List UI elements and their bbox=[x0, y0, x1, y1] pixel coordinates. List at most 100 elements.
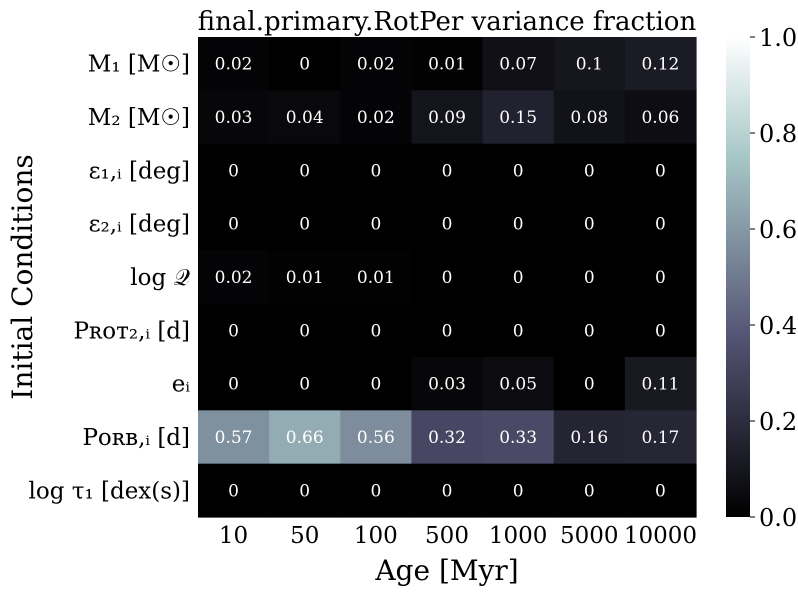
heatmap-cell bbox=[340, 37, 413, 91]
cell-value-label: 0.02 bbox=[215, 268, 253, 288]
heatmap-cell bbox=[482, 410, 555, 465]
y-tick-label: Pᴏʀʙ,ᵢ [d] bbox=[82, 425, 190, 451]
heatmap-cell bbox=[553, 250, 626, 305]
cell-value-label: 0 bbox=[513, 268, 524, 288]
heatmap-cell bbox=[482, 37, 555, 91]
cell-value-label: 0 bbox=[228, 215, 239, 235]
heatmap-cell bbox=[340, 197, 413, 251]
cell-value-label: 0 bbox=[655, 268, 666, 288]
heatmap-cell bbox=[482, 197, 555, 251]
heatmap-cell bbox=[624, 143, 697, 198]
heatmap-cell bbox=[269, 410, 341, 465]
y-tick-label: log τ₁ [dex(s)] bbox=[29, 478, 191, 504]
cell-value-label: 0 bbox=[513, 481, 524, 501]
cell-value-label: 0 bbox=[370, 161, 381, 181]
cell-value-label: 0 bbox=[299, 55, 310, 75]
cell-value-label: 0 bbox=[299, 215, 310, 235]
y-tick-label: ε₂,ᵢ [deg] bbox=[89, 212, 190, 238]
heatmap-cell bbox=[624, 250, 697, 305]
cell-value-label: 0 bbox=[584, 161, 595, 181]
cell-value-label: 0.56 bbox=[357, 428, 395, 448]
heatmap-cell bbox=[624, 463, 697, 518]
cell-value-label: 0.02 bbox=[357, 55, 395, 75]
cell-value-label: 0 bbox=[584, 215, 595, 235]
cell-value-label: 0.06 bbox=[641, 108, 679, 128]
colorbar-tick-label: 1.0 bbox=[759, 24, 797, 52]
cell-value-label: 0 bbox=[228, 481, 239, 501]
x-tick-label: 500 bbox=[425, 523, 469, 549]
cell-value-label: 0.09 bbox=[428, 108, 466, 128]
heatmap-cell bbox=[340, 143, 413, 198]
heatmap-cell bbox=[411, 250, 484, 305]
cell-value-label: 0 bbox=[584, 321, 595, 341]
heatmap-cell bbox=[198, 303, 270, 358]
heatmap-cell bbox=[198, 37, 270, 91]
heatmap-cell bbox=[624, 303, 697, 358]
heatmap-cell bbox=[624, 357, 697, 411]
cell-value-label: 0 bbox=[442, 161, 453, 181]
x-tick-label: 50 bbox=[290, 523, 319, 549]
cell-value-label: 0.16 bbox=[570, 428, 608, 448]
cell-value-label: 0 bbox=[513, 215, 524, 235]
heatmap-cell bbox=[340, 357, 413, 411]
cell-value-label: 0.08 bbox=[570, 108, 608, 128]
cell-value-label: 0 bbox=[513, 161, 524, 181]
heatmap-cell bbox=[482, 357, 555, 411]
heatmap-cell bbox=[198, 410, 270, 465]
cell-value-label: 0 bbox=[655, 481, 666, 501]
heatmap-cell bbox=[411, 90, 484, 145]
cell-value-label: 0.12 bbox=[641, 55, 679, 75]
heatmap-cell bbox=[198, 250, 270, 305]
colorbar-ticks: 0.0 0.2 0.4 0.6 0.8 1.0 bbox=[750, 24, 797, 532]
cell-value-label: 0.32 bbox=[428, 428, 466, 448]
y-tick-label: log 𝒬 bbox=[130, 265, 190, 291]
heatmap-cell bbox=[553, 90, 626, 145]
heatmap-cell bbox=[340, 303, 413, 358]
heatmap-cell bbox=[269, 143, 341, 198]
cell-value-label: 0.03 bbox=[428, 375, 466, 395]
cell-value-label: 0 bbox=[299, 481, 310, 501]
heatmap-cell bbox=[198, 463, 270, 518]
heatmap-cell bbox=[269, 303, 341, 358]
cell-value-label: 0 bbox=[584, 375, 595, 395]
cell-value-label: 0 bbox=[370, 481, 381, 501]
cell-value-label: 0 bbox=[299, 321, 310, 341]
y-tick-label: M₁ [M☉] bbox=[88, 52, 190, 78]
heatmap-cell bbox=[482, 143, 555, 198]
heatmap-cell bbox=[553, 197, 626, 251]
heatmap-cell bbox=[198, 197, 270, 251]
cell-value-label: 0.33 bbox=[499, 428, 537, 448]
cell-value-label: 0 bbox=[655, 321, 666, 341]
heatmap-cell bbox=[340, 463, 413, 518]
cell-value-label: 0.01 bbox=[357, 268, 395, 288]
cell-value-label: 0 bbox=[442, 481, 453, 501]
y-tick-label: Pʀᴏᴛ₂,ᵢ [d] bbox=[73, 318, 190, 344]
heatmap-cell bbox=[553, 357, 626, 411]
cell-value-label: 0 bbox=[299, 161, 310, 181]
heatmap-cell bbox=[198, 357, 270, 411]
heatmap-cell bbox=[553, 37, 626, 91]
x-tick-label: 100 bbox=[354, 523, 398, 549]
x-tick-label: 10000 bbox=[624, 523, 697, 549]
cell-value-label: 0 bbox=[513, 321, 524, 341]
heatmap-cells: 0.02 0 0.02 0.01 0.07 0.1 0.12 0.03 0.04 0.02 0.09… bbox=[198, 37, 697, 518]
x-axis-label: Age [Myr] bbox=[374, 554, 518, 587]
cell-value-label: 0 bbox=[299, 375, 310, 395]
heatmap-cell bbox=[482, 250, 555, 305]
cell-value-label: 0.04 bbox=[286, 108, 324, 128]
y-axis-label: Initial Conditions bbox=[6, 154, 39, 399]
colorbar-tick-label: 0.0 bbox=[759, 504, 797, 532]
heatmap-cell bbox=[553, 303, 626, 358]
cell-value-label: 0 bbox=[442, 268, 453, 288]
heatmap-cell bbox=[411, 303, 484, 358]
cell-value-label: 0 bbox=[584, 268, 595, 288]
heatmap-cell bbox=[624, 37, 697, 91]
cell-value-label: 0 bbox=[442, 321, 453, 341]
cell-value-label: 0.66 bbox=[286, 428, 324, 448]
colorbar-tick-label: 0.4 bbox=[759, 312, 797, 340]
colorbar-tick-label: 0.6 bbox=[759, 216, 797, 244]
heatmap-cell bbox=[624, 90, 697, 145]
cell-value-label: 0.1 bbox=[576, 55, 603, 75]
heatmap-cell bbox=[269, 463, 341, 518]
